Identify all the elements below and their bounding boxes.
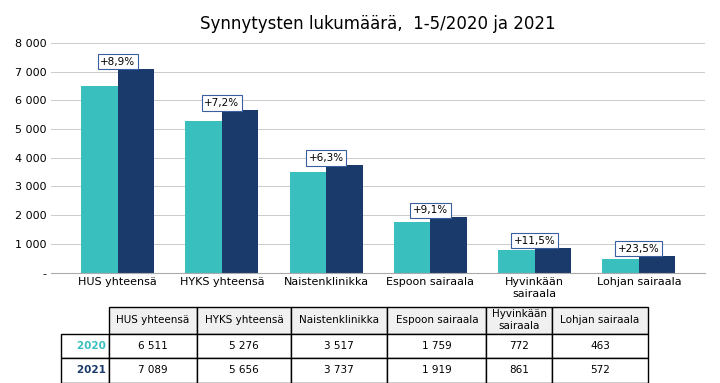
Bar — [222, 110, 258, 273]
Text: +23,5%: +23,5% — [618, 244, 660, 254]
Bar — [603, 259, 639, 273]
Bar — [639, 256, 675, 273]
Bar — [431, 218, 467, 273]
Bar — [117, 69, 154, 273]
Bar — [326, 165, 363, 273]
Bar — [186, 121, 222, 273]
Bar — [81, 86, 117, 273]
Bar — [498, 250, 534, 273]
Text: +7,2%: +7,2% — [204, 98, 240, 108]
Text: +6,3%: +6,3% — [309, 153, 343, 163]
Text: +9,1%: +9,1% — [413, 205, 448, 215]
Title: Synnytysten lukumäärä,  1-5/2020 ja 2021: Synnytysten lukumäärä, 1-5/2020 ja 2021 — [200, 15, 556, 33]
Text: +8,9%: +8,9% — [100, 57, 135, 67]
Bar — [394, 222, 431, 273]
Bar — [534, 248, 571, 273]
Text: +11,5%: +11,5% — [513, 236, 555, 246]
Bar — [289, 172, 326, 273]
